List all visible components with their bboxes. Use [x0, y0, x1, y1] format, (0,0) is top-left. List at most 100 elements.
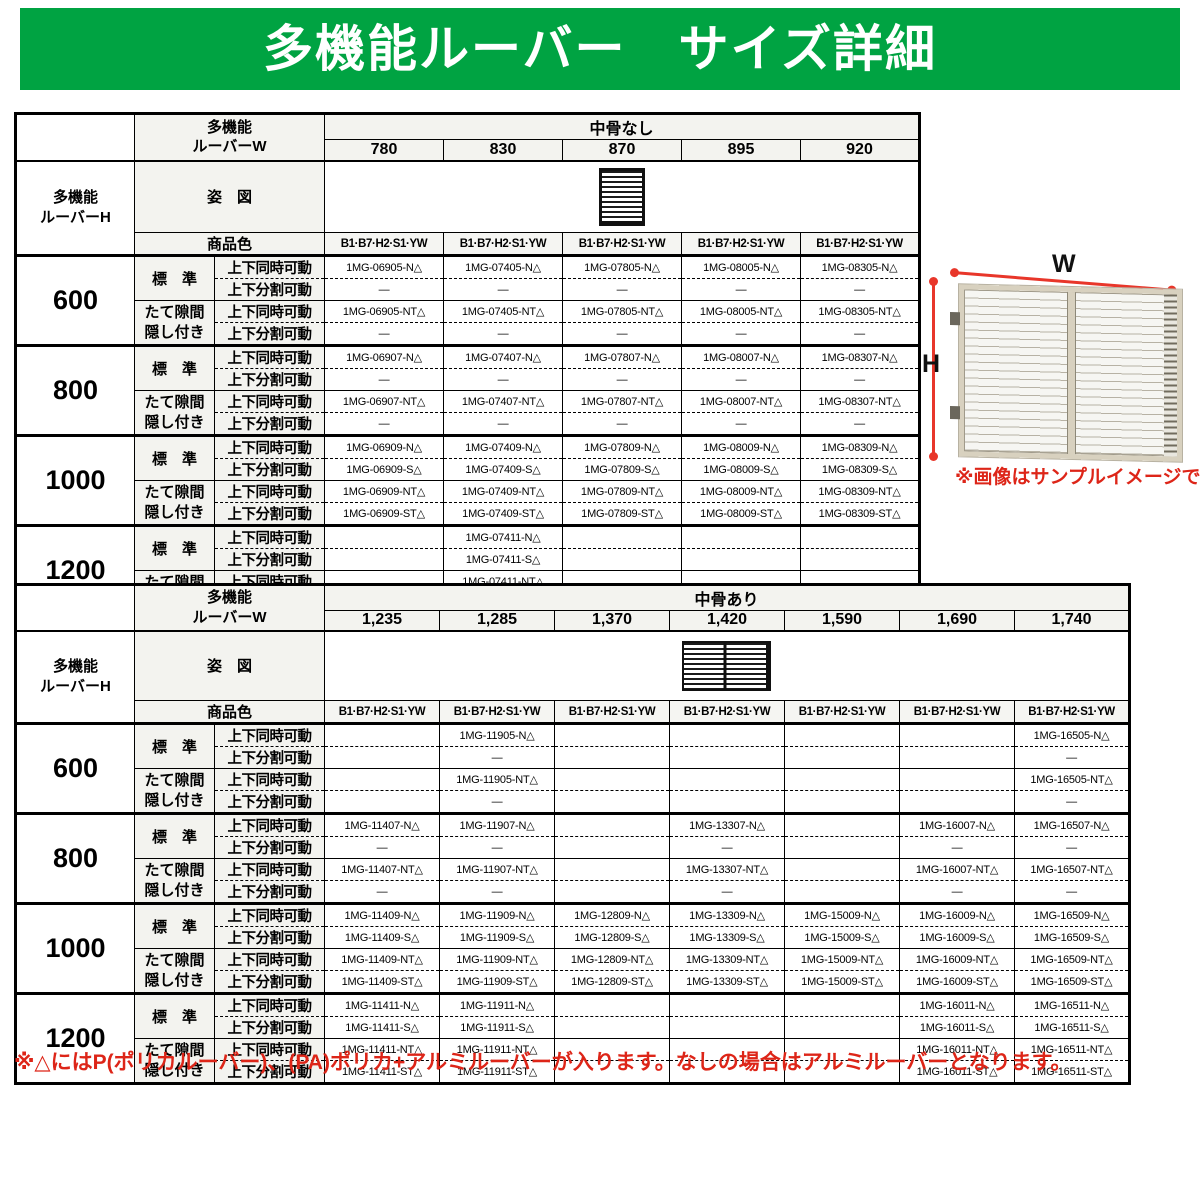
- product-code-cell: 1MG-06907-N△: [324, 344, 444, 369]
- width-header: 1,285: [439, 610, 555, 631]
- empty-cell: [554, 1016, 670, 1039]
- dash-cell: —: [1014, 746, 1130, 769]
- dash-cell: —: [681, 322, 801, 346]
- color-codes-cell: B1·B7·H2·S1·YW: [562, 232, 682, 256]
- movement-label: 上下分割可動: [214, 458, 325, 481]
- color-codes-cell: B1·B7·H2·S1·YW: [800, 232, 920, 256]
- product-code-cell: 1MG-16511-NT△: [1014, 1038, 1130, 1061]
- dash-cell: —: [443, 322, 563, 346]
- product-code-cell: 1MG-16509-NT△: [1014, 948, 1130, 971]
- product-code-cell: 1MG-07809-ST△: [562, 502, 682, 526]
- product-code-cell: 1MG-11911-NT△: [439, 1038, 555, 1061]
- movement-label: 上下同時可動: [214, 812, 325, 837]
- product-code-cell: 1MG-16009-NT△: [899, 948, 1015, 971]
- product-code-cell: 1MG-11907-NT△: [439, 858, 555, 881]
- product-code-cell: 1MG-06905-NT△: [324, 300, 444, 323]
- product-code-cell: 1MG-07409-N△: [443, 434, 563, 459]
- empty-cell: [681, 524, 801, 549]
- empty-cell: [562, 524, 682, 549]
- product-code-cell: 1MG-11407-NT△: [324, 858, 440, 881]
- product-code-cell: 1MG-07411-S△: [443, 548, 563, 571]
- empty-cell: [554, 790, 670, 814]
- product-code-cell: 1MG-16009-ST△: [899, 970, 1015, 994]
- empty-cell: [669, 1038, 785, 1061]
- empty-cell: [784, 858, 900, 881]
- figure-cell: [324, 629, 1130, 701]
- product-code-cell: 1MG-08307-N△: [800, 344, 920, 369]
- dash-cell: —: [1014, 880, 1130, 904]
- empty-cell: [784, 836, 900, 859]
- product-code-cell: 1MG-11909-S△: [439, 926, 555, 949]
- sample-illustration: W H ※画像はサンプルイメージです。: [922, 246, 1200, 494]
- dash-cell: —: [562, 322, 682, 346]
- color-codes-cell: B1·B7·H2·S1·YW: [1014, 700, 1130, 724]
- product-code-cell: 1MG-08009-NT△: [681, 480, 801, 503]
- product-code-cell: 1MG-11911-ST△: [439, 1060, 555, 1084]
- dash-cell: —: [324, 412, 444, 436]
- product-code-cell: 1MG-11905-N△: [439, 722, 555, 747]
- product-code-cell: 1MG-13309-ST△: [669, 970, 785, 994]
- product-code-cell: 1MG-07807-NT△: [562, 390, 682, 413]
- row-label-standard: 標 準: [134, 902, 215, 949]
- product-code-cell: 1MG-06909-N△: [324, 434, 444, 459]
- size-table-no-center-rib: 多機能 ルーバーW 中骨なし 780 830 870 895 920 多機能 ルーバーH 姿 図…: [14, 112, 921, 617]
- width-header: 1,690: [899, 610, 1015, 631]
- movement-label: 上下同時可動: [214, 1038, 325, 1061]
- product-code-cell: 1MG-11911-S△: [439, 1016, 555, 1039]
- product-code-cell: 1MG-11411-NT△: [324, 1038, 440, 1061]
- page-title: 多機能ルーバー サイズ詳細: [263, 21, 937, 77]
- dash-cell: —: [562, 412, 682, 436]
- figure-cell: [324, 159, 920, 233]
- width-header: 1,740: [1014, 610, 1130, 631]
- color-codes-cell: B1·B7·H2·S1·YW: [784, 700, 900, 724]
- product-code-cell: 1MG-07409-NT△: [443, 480, 563, 503]
- height-cell: 1000: [15, 434, 135, 526]
- product-code-cell: 1MG-15009-N△: [784, 902, 900, 927]
- louver-h-header: 多機能 ルーバーH: [15, 159, 135, 256]
- empty-cell: [784, 746, 900, 769]
- dash-cell: —: [800, 278, 920, 301]
- corner-cell: [15, 113, 135, 161]
- product-code-cell: 1MG-11411-ST△: [324, 1060, 440, 1084]
- product-code-cell: 1MG-16011-ST△: [899, 1060, 1015, 1084]
- color-codes-cell: B1·B7·H2·S1·YW: [554, 700, 670, 724]
- product-code-cell: 1MG-13307-N△: [669, 812, 785, 837]
- product-code-cell: 1MG-06905-N△: [324, 254, 444, 279]
- product-color-label: 商品色: [134, 232, 325, 256]
- width-header: 830: [443, 139, 563, 161]
- empty-cell: [669, 790, 785, 814]
- empty-cell: [554, 880, 670, 904]
- movement-label: 上下分割可動: [214, 278, 325, 301]
- empty-cell: [669, 768, 785, 791]
- figure-label: 姿 図: [134, 629, 325, 701]
- product-code-cell: 1MG-08007-NT△: [681, 390, 801, 413]
- dash-cell: —: [562, 278, 682, 301]
- product-code-cell: 1MG-07409-ST△: [443, 502, 563, 526]
- sample-caption: ※画像はサンプルイメージです。: [955, 467, 1200, 488]
- color-codes-cell: B1·B7·H2·S1·YW: [439, 700, 555, 724]
- product-code-cell: 1MG-07409-S△: [443, 458, 563, 481]
- row-label-tate-gap-cover: たて隙間 隠し付き: [134, 300, 215, 346]
- empty-cell: [554, 836, 670, 859]
- product-code-cell: 1MG-06907-NT△: [324, 390, 444, 413]
- product-code-cell: 1MG-12809-ST△: [554, 970, 670, 994]
- product-code-cell: 1MG-16511-S△: [1014, 1016, 1130, 1039]
- movement-label: 上下分割可動: [214, 790, 325, 814]
- empty-cell: [554, 722, 670, 747]
- product-code-cell: 1MG-07807-N△: [562, 344, 682, 369]
- product-code-cell: 1MG-06909-S△: [324, 458, 444, 481]
- width-dimension-label: W: [1052, 250, 1076, 278]
- empty-cell: [562, 548, 682, 571]
- product-code-cell: 1MG-08309-S△: [800, 458, 920, 481]
- dash-cell: —: [1014, 836, 1130, 859]
- product-code-cell: 1MG-16511-N△: [1014, 992, 1130, 1017]
- product-code-cell: 1MG-16509-ST△: [1014, 970, 1130, 994]
- center-rib-group-title: 中骨あり: [324, 584, 1130, 611]
- empty-cell: [784, 1060, 900, 1084]
- movement-label: 上下分割可動: [214, 836, 325, 859]
- width-header: 920: [800, 139, 920, 161]
- movement-label: 上下分割可動: [214, 322, 325, 346]
- empty-cell: [554, 858, 670, 881]
- movement-label: 上下同時可動: [214, 722, 325, 747]
